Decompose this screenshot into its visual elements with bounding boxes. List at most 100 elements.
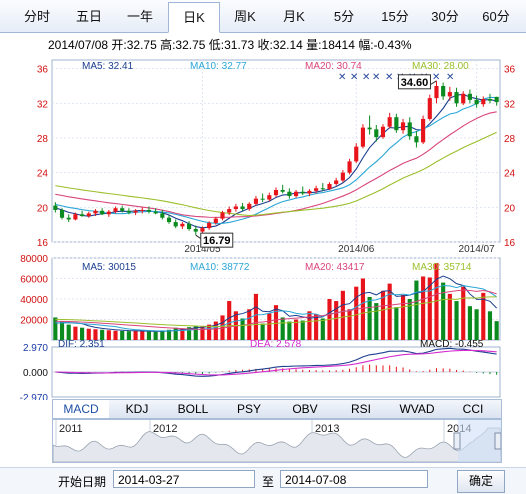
volume-bar	[93, 329, 98, 340]
indicator-tab-macd[interactable]: MACD	[53, 400, 109, 418]
volume-bar	[200, 326, 205, 340]
indicator-tab-boll[interactable]: BOLL	[177, 402, 209, 416]
confirm-button[interactable]: 确定	[457, 470, 505, 493]
volume-bar	[273, 305, 279, 340]
candle-body	[193, 229, 198, 232]
volume-ma10-line	[55, 285, 497, 332]
start-date-input[interactable]: 2014-03-27	[113, 470, 255, 488]
volume-ma20-line	[55, 289, 497, 330]
ma-label-0: MA5: 32.41	[82, 61, 134, 72]
event-marker-icon: ✕	[446, 72, 454, 83]
volume-bar	[59, 321, 65, 340]
candle-body	[173, 222, 178, 227]
volume-bar	[267, 313, 272, 340]
indicator-tab-wvad[interactable]: WVAD	[399, 402, 435, 416]
volume-bar	[374, 303, 379, 340]
volume-bar	[287, 321, 292, 340]
volume-bar	[227, 301, 232, 340]
price-tick-right: 16	[504, 238, 516, 249]
candle-body	[247, 203, 252, 210]
volume-bar	[494, 321, 499, 340]
volume-bar	[53, 317, 58, 340]
candle-body	[80, 214, 85, 216]
volume-bar	[86, 328, 91, 340]
volume-bar	[253, 293, 259, 340]
period-tab-bar: 分时 五日 一年 日K 周K 月K 5分 15分 30分 60分	[0, 0, 526, 33]
candle-body	[200, 228, 205, 232]
price-tick-left: 32	[37, 99, 49, 110]
volume-bar	[66, 324, 71, 340]
volume-bar	[474, 309, 479, 340]
start-date-label: 开始日期	[58, 475, 107, 489]
candle-body	[53, 205, 58, 210]
panel-frame-0	[51, 59, 501, 243]
candle-body	[367, 127, 372, 130]
volume-bar	[400, 294, 406, 340]
volume-bar	[180, 328, 185, 340]
indicator-tab-psy[interactable]: PSY	[236, 402, 261, 416]
candle-body	[213, 218, 218, 223]
volume-bar	[113, 330, 118, 340]
navigator-year-2013: 2013	[315, 423, 339, 435]
volume-ma-label-1: MA10: 38772	[190, 262, 250, 273]
ma-label-1: MA10: 32.77	[190, 61, 247, 72]
volume-bar	[347, 309, 352, 340]
range-navigator[interactable]: 2011201220132014	[52, 419, 502, 463]
candle-body	[340, 172, 345, 181]
tab-9[interactable]: 60分	[482, 9, 510, 24]
indicator-tab-cci[interactable]: CCI	[462, 402, 484, 416]
volume-tick: 20000	[20, 316, 48, 327]
event-marker-icon: ✕	[362, 72, 370, 83]
candle-body	[354, 146, 359, 162]
end-date-input[interactable]: 2014-07-08	[280, 470, 428, 488]
volume-bar	[153, 331, 158, 340]
tab-1[interactable]: 五日	[75, 9, 102, 24]
navigator-history-area	[53, 427, 501, 462]
indicator-tab-kdj[interactable]: KDJ	[125, 402, 149, 416]
event-marker-icon: ✕	[350, 72, 358, 83]
indicator-tab-obv[interactable]: OBV	[292, 402, 318, 416]
indicator-tab-rsi[interactable]: RSI	[350, 402, 371, 416]
tab-0[interactable]: 分时	[23, 9, 50, 24]
candle-body	[66, 217, 71, 220]
tab-8[interactable]: 30分	[431, 9, 459, 24]
candle-body	[474, 99, 479, 105]
volume-bar	[387, 283, 392, 340]
candle-body	[467, 93, 472, 100]
candle-body	[461, 93, 466, 104]
volume-bar	[100, 329, 105, 340]
volume-bar	[133, 330, 138, 340]
tab-5[interactable]: 月K	[283, 9, 305, 24]
volume-bar	[293, 319, 299, 340]
candle-body	[400, 122, 406, 131]
volume-bar	[421, 276, 426, 340]
volume-bar	[173, 327, 178, 340]
navigator-chart: 2011201220132014	[53, 420, 501, 462]
tab-4[interactable]: 周K	[234, 9, 256, 24]
candle-body	[320, 188, 325, 190]
candle-body	[347, 161, 352, 173]
candle-body	[487, 99, 493, 101]
tab-2[interactable]: 一年	[126, 9, 153, 24]
macd-label-1: DEA: 2.578	[250, 339, 302, 350]
high-label-box	[397, 74, 431, 90]
volume-bar	[414, 280, 419, 340]
event-marker-icon: ✕	[372, 72, 380, 83]
volume-bar	[280, 317, 285, 340]
tab-3[interactable]: 日K	[168, 2, 220, 33]
price-tick-right: 20	[504, 203, 516, 214]
tab-6[interactable]: 5分	[333, 9, 355, 24]
candle-body	[260, 198, 265, 200]
high-price-label: 34.60	[401, 77, 429, 89]
volume-bar	[360, 278, 365, 340]
candle-body	[126, 210, 131, 213]
tab-7[interactable]: 15分	[381, 9, 409, 24]
price-tick-left: 16	[37, 238, 49, 249]
candle-body	[494, 96, 499, 103]
volume-bar	[300, 320, 305, 340]
volume-bar	[140, 331, 145, 340]
stock-chart-area[interactable]: 36 36 32 32 28 28 24 24 20 20 16 16 2014/05 2014/06 20…	[0, 0, 526, 400]
price-tick-left: 20	[37, 203, 49, 214]
macd-tick: 0.000	[23, 368, 48, 379]
navigator-year-2012: 2012	[153, 423, 177, 435]
